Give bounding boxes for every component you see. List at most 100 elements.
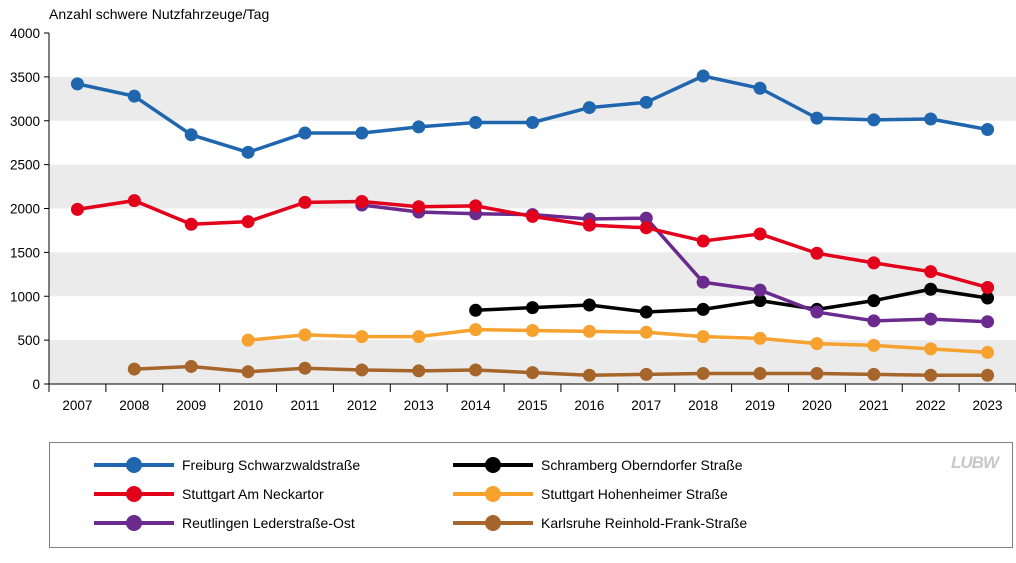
x-tick-label: 2020 <box>802 398 832 413</box>
data-point <box>412 200 426 214</box>
data-point <box>526 116 539 130</box>
data-point <box>412 120 426 134</box>
data-point <box>867 367 881 381</box>
data-point <box>70 202 84 216</box>
data-point <box>582 218 596 232</box>
data-point <box>867 294 881 308</box>
data-point <box>867 314 881 328</box>
y-tick-label: 2500 <box>10 158 40 173</box>
y-tick-label: 4000 <box>10 26 40 41</box>
data-point <box>127 194 141 208</box>
data-point <box>924 282 938 296</box>
y-axis-label: Anzahl schwere Nutzfahrzeuge/Tag <box>49 6 270 22</box>
data-point <box>696 330 710 344</box>
data-point <box>582 101 596 115</box>
series-line <box>361 203 988 324</box>
data-point <box>924 342 938 356</box>
x-tick-label: 2016 <box>574 398 604 413</box>
data-point <box>412 330 426 344</box>
data-point <box>924 312 938 326</box>
data-point <box>696 302 710 316</box>
y-tick-label: 500 <box>17 333 40 348</box>
x-tick-label: 2010 <box>233 398 263 413</box>
data-point <box>867 113 881 127</box>
data-point <box>526 323 539 337</box>
data-point <box>639 325 653 339</box>
data-point <box>127 362 141 376</box>
legend-swatch <box>94 513 174 533</box>
data-point <box>355 330 369 344</box>
data-point <box>469 323 483 337</box>
legend-swatch <box>94 455 174 475</box>
series-line <box>247 327 988 355</box>
data-point <box>526 209 539 223</box>
x-tick-label: 2008 <box>119 398 149 413</box>
data-point <box>639 95 653 109</box>
legend-item-schramberg: Schramberg Oberndorfer Straße <box>453 455 743 475</box>
data-point <box>639 221 653 235</box>
data-point <box>753 366 767 380</box>
legend-item-stuttgart-hohenheimer: Stuttgart Hohenheimer Straße <box>453 484 728 504</box>
legend-label: Reutlingen Lederstraße-Ost <box>182 515 355 531</box>
lubw-logo: LUBW <box>951 453 999 472</box>
x-tick-label: 2011 <box>290 398 319 413</box>
data-point <box>753 331 767 345</box>
data-point <box>298 126 312 140</box>
legend-item-stuttgart-neckartor: Stuttgart Am Neckartor <box>94 484 324 504</box>
data-point <box>184 217 198 231</box>
data-point <box>526 301 539 315</box>
legend-swatch <box>453 513 533 533</box>
data-point <box>469 199 483 213</box>
data-point <box>298 328 312 342</box>
data-point <box>981 345 995 359</box>
x-tick-label: 2012 <box>347 398 377 413</box>
data-point <box>696 275 710 289</box>
x-tick-label: 2007 <box>62 398 92 413</box>
data-point <box>810 337 824 351</box>
y-tick-label: 1500 <box>10 245 40 260</box>
data-point <box>184 128 198 142</box>
data-point <box>469 363 483 377</box>
data-point <box>696 69 710 83</box>
x-tick-label: 2021 <box>859 398 889 413</box>
x-tick-label: 2019 <box>745 398 775 413</box>
data-point <box>355 363 369 377</box>
data-point <box>241 215 255 229</box>
data-point <box>469 116 483 130</box>
series-line <box>475 287 988 314</box>
data-point <box>469 303 483 317</box>
x-tick-label: 2022 <box>916 398 946 413</box>
data-point <box>412 364 426 378</box>
data-point <box>810 305 824 319</box>
legend-swatch <box>453 484 533 504</box>
data-point <box>696 366 710 380</box>
legend-label: Schramberg Oberndorfer Straße <box>541 457 743 473</box>
legend-item-karlsruhe: Karlsruhe Reinhold-Frank-Straße <box>453 513 747 533</box>
data-point <box>70 77 84 91</box>
legend-label: Stuttgart Hohenheimer Straße <box>541 486 728 502</box>
data-point <box>810 366 824 380</box>
data-point <box>924 368 938 382</box>
data-point <box>355 126 369 140</box>
x-tick-label: 2009 <box>176 398 206 413</box>
legend-item-freiburg: Freiburg Schwarzwaldstraße <box>94 455 360 475</box>
data-point <box>753 227 767 241</box>
y-tick-label: 3500 <box>10 70 40 85</box>
line-chart: 0 500 1000 1500 2000 2500 3000 3500 4000 2007 2008… <box>10 26 1016 413</box>
y-tick-label: 0 <box>32 377 40 392</box>
data-point <box>582 298 596 312</box>
x-tick-label: 2013 <box>404 398 434 413</box>
data-point <box>639 367 653 381</box>
legend-item-reutlingen: Reutlingen Lederstraße-Ost <box>94 513 355 533</box>
data-point <box>981 291 995 305</box>
data-point <box>298 361 312 375</box>
legend-swatch <box>94 484 174 504</box>
data-point <box>184 359 198 373</box>
x-tick-label: 2014 <box>461 398 492 413</box>
data-point <box>298 195 312 209</box>
data-point <box>867 338 881 352</box>
legend: Freiburg Schwarzwaldstraße Stuttgart Am … <box>49 442 1013 548</box>
data-point <box>241 333 255 347</box>
data-point <box>753 294 767 308</box>
data-point <box>241 365 255 379</box>
